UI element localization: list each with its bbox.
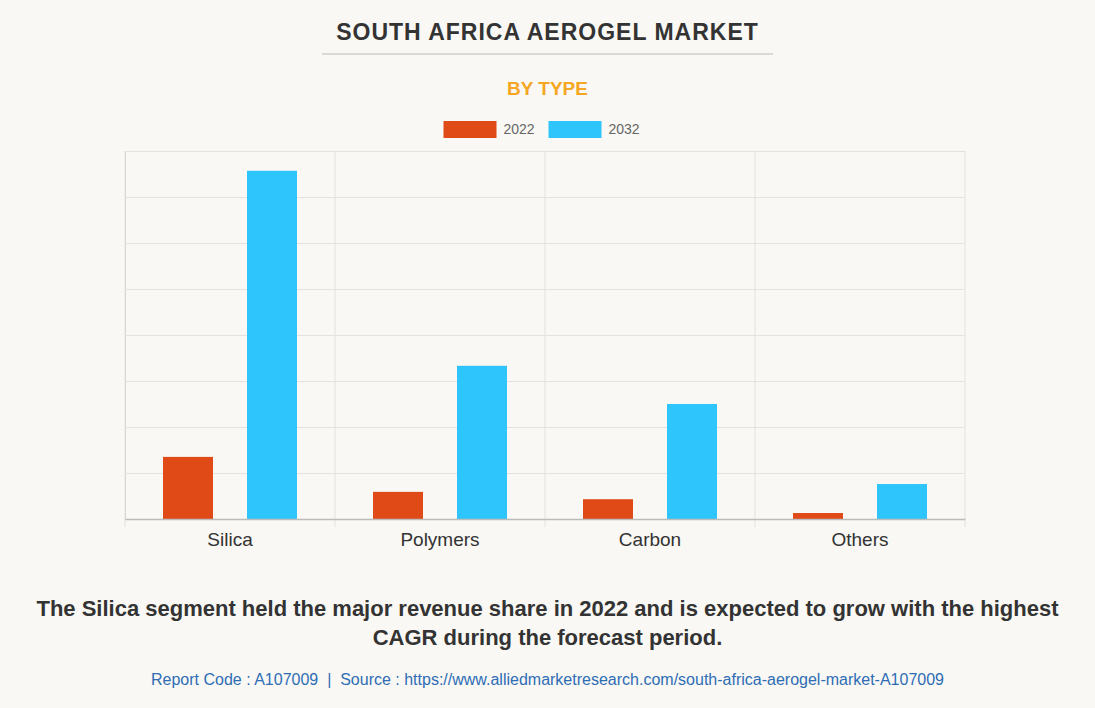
- bar: [373, 492, 423, 519]
- category-divider: [335, 151, 336, 527]
- category-divider: [755, 151, 756, 527]
- x-tick-label: Polymers: [400, 529, 479, 550]
- bar: [247, 171, 297, 519]
- plot: Silica Polymers Carbon Others: [125, 151, 966, 550]
- grid-line: [125, 519, 965, 520]
- x-tick-label: Carbon: [619, 529, 681, 550]
- x-axis-line: [126, 519, 966, 521]
- legend-item: 2032: [549, 121, 640, 138]
- category-dividers: [125, 151, 965, 527]
- legend-item: 2022: [444, 121, 535, 138]
- title-underline: [322, 54, 773, 55]
- category-divider: [125, 151, 126, 527]
- legend-swatch: [549, 121, 602, 138]
- x-tick-label: Silica: [207, 529, 253, 550]
- x-tick: Carbon: [619, 519, 681, 550]
- source-note: Report Code : A107009 | Source : https:/…: [0, 671, 1095, 689]
- x-axis: Silica Polymers Carbon Others: [126, 519, 966, 550]
- bars: [163, 171, 927, 519]
- bar: [793, 513, 843, 519]
- category-divider: [545, 151, 546, 527]
- legend-label: 2022: [504, 121, 535, 137]
- bar: [583, 499, 633, 519]
- x-tick: Others: [831, 519, 888, 550]
- legend: 2022 2032: [444, 121, 640, 138]
- legend-swatch: [444, 121, 497, 138]
- title: SOUTH AFRICA AEROGEL MARKET: [336, 19, 759, 45]
- category-divider: [965, 151, 966, 527]
- legend-label: 2032: [609, 121, 640, 137]
- x-tick: Polymers: [400, 519, 479, 550]
- bar: [667, 404, 717, 519]
- x-tick-label: Others: [831, 529, 888, 550]
- bar: [457, 366, 507, 519]
- bar: [163, 457, 213, 519]
- bar-series: [247, 171, 927, 519]
- bar: [877, 484, 927, 519]
- y-tick: [125, 519, 965, 520]
- x-tick: Silica: [207, 519, 253, 550]
- caption: The Silica segment held the major revenu…: [20, 594, 1075, 652]
- subtitle: BY TYPE: [507, 78, 588, 99]
